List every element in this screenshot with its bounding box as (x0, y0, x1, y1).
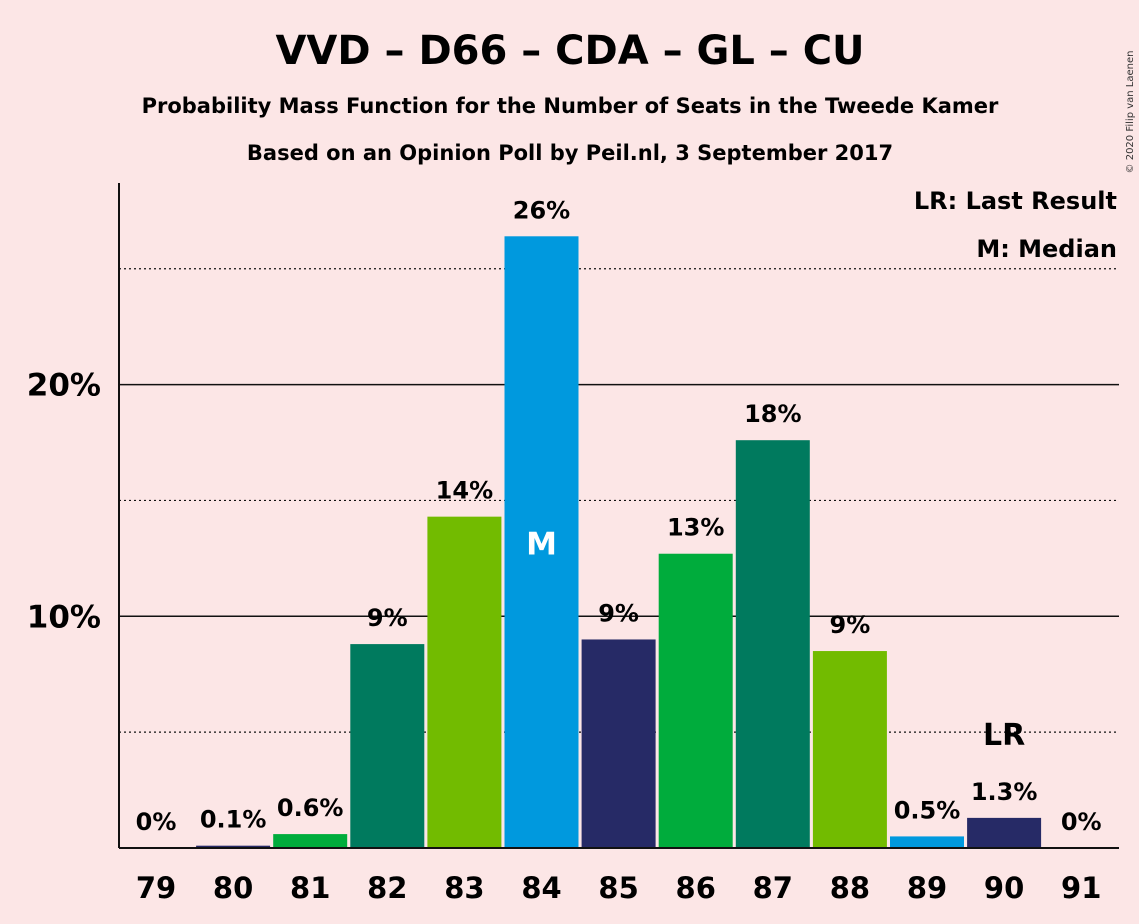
bar-85 (581, 639, 656, 848)
x-tick-84: 84 (521, 871, 561, 905)
chart-title: VVD – D66 – CDA – GL – CU (275, 28, 864, 74)
data-label-82: 9% (367, 604, 408, 632)
bar-83 (427, 516, 502, 848)
x-tick-90: 90 (984, 871, 1024, 905)
data-label-80: 0.1% (200, 806, 267, 834)
y-tick-label: 20% (27, 368, 101, 404)
bar-82 (350, 644, 425, 848)
bars (196, 236, 1042, 849)
data-label-86: 13% (667, 514, 724, 542)
x-tick-80: 80 (213, 871, 253, 905)
data-label-81: 0.6% (277, 794, 344, 822)
last-result-marker: LR (983, 718, 1025, 753)
x-tick-86: 86 (676, 871, 716, 905)
data-label-90: 1.3% (971, 778, 1038, 806)
data-label-79: 0% (136, 808, 177, 836)
bar-80 (196, 845, 271, 848)
data-label-83: 14% (436, 477, 493, 505)
data-labels: 0% 0.1% 0.6% 9% 14% 26% 9% 13% 18% 9% 0.5% 1.3% 0% M L… (136, 196, 1102, 836)
chart-subtitle-2: Based on an Opinion Poll by Peil.nl, 3 S… (247, 141, 893, 165)
x-tick-87: 87 (753, 871, 793, 905)
x-tick-88: 88 (830, 871, 870, 905)
x-tick-83: 83 (444, 871, 484, 905)
x-tick-91: 91 (1061, 871, 1101, 905)
bar-84 (504, 236, 579, 849)
legend-last-result: LR: Last Result (914, 187, 1117, 215)
data-label-89: 0.5% (894, 796, 961, 824)
bar-88 (812, 651, 887, 848)
x-tick-82: 82 (367, 871, 407, 905)
x-tick-81: 81 (290, 871, 330, 905)
x-axis-ticks: 79 80 81 82 83 84 85 86 87 88 89 90 91 (136, 871, 1102, 905)
chart-subtitle-1: Probability Mass Function for the Number… (142, 94, 999, 118)
bar-81 (273, 834, 348, 848)
median-marker: M (526, 526, 557, 562)
legend-median: M: Median (976, 235, 1117, 263)
bar-89 (890, 836, 964, 848)
data-label-91: 0% (1061, 808, 1102, 836)
y-tick-label: 10% (27, 599, 101, 635)
copyright-notice: © 2020 Filip van Laenen (1125, 51, 1136, 174)
x-tick-89: 89 (907, 871, 947, 905)
data-label-84: 26% (513, 196, 570, 224)
data-label-85: 9% (598, 599, 639, 627)
x-tick-85: 85 (598, 871, 638, 905)
bar-87 (735, 440, 810, 848)
bar-86 (658, 553, 733, 848)
y-axis-ticks: 10% 20% (27, 368, 101, 636)
data-label-87: 18% (744, 400, 801, 428)
bar-90 (967, 817, 1042, 848)
data-label-88: 9% (830, 611, 871, 639)
x-tick-79: 79 (136, 871, 176, 905)
